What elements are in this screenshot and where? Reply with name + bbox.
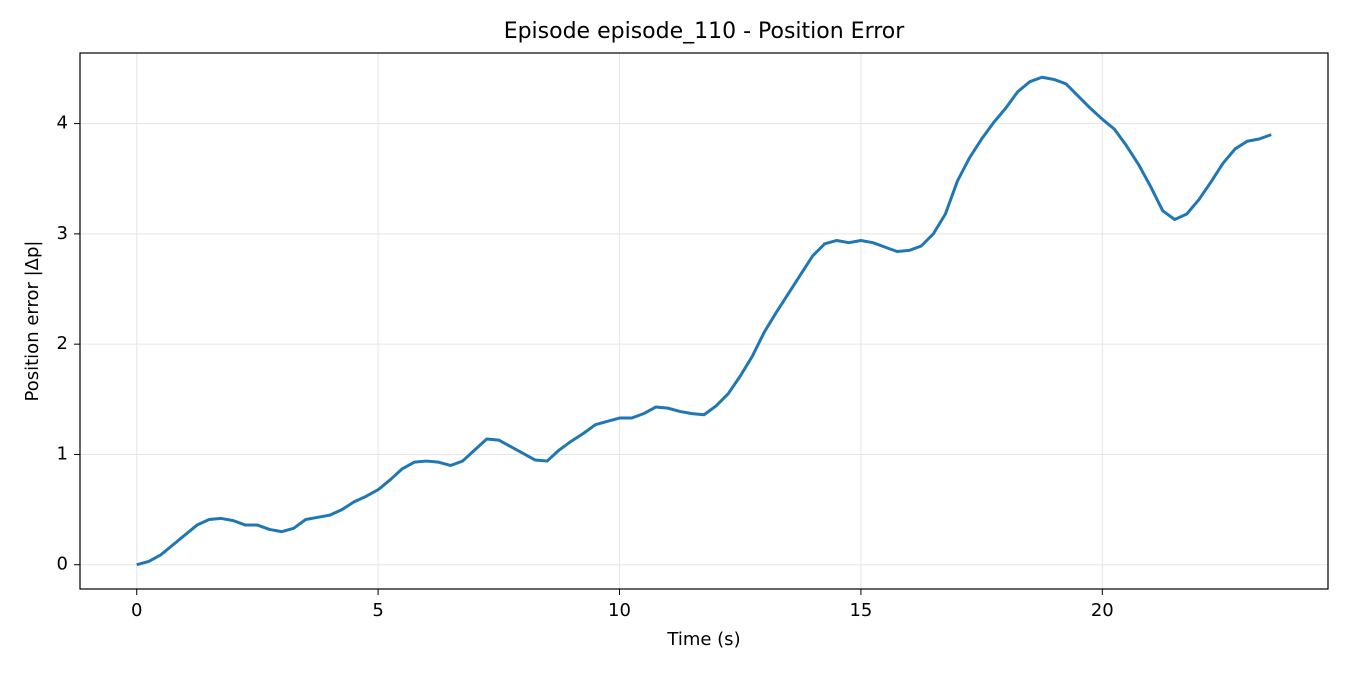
x-tick-label: 15 xyxy=(849,600,872,621)
x-axis-label: Time (s) xyxy=(666,629,740,650)
x-tick-label: 20 xyxy=(1091,600,1114,621)
chart-title: Episode episode_110 - Position Error xyxy=(504,19,906,44)
line xyxy=(136,75,1272,567)
y-axis-label: Position error |Δp| xyxy=(22,241,43,402)
y-tick-label: 1 xyxy=(57,443,68,464)
x-tick-label: 0 xyxy=(131,600,142,621)
x-tick-label: 10 xyxy=(608,600,631,621)
y-tick-label: 2 xyxy=(57,333,68,354)
y-tick-label: 4 xyxy=(57,113,68,134)
y-tick-label: 3 xyxy=(57,223,68,244)
plot-frame xyxy=(79,52,1329,590)
y-tick-label: 0 xyxy=(57,554,68,575)
x-tick-label: 5 xyxy=(372,600,383,621)
